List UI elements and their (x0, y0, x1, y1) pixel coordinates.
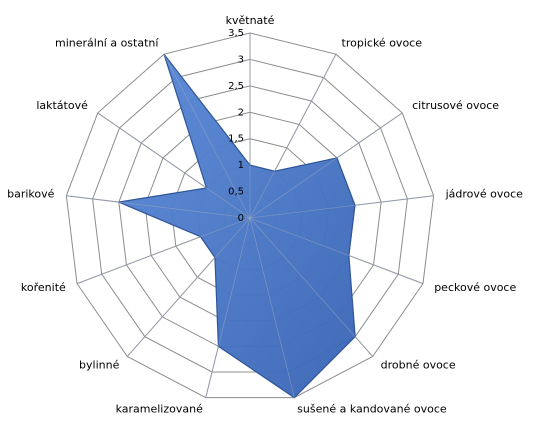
category-label: tropické ovoce (342, 37, 423, 50)
category-label: bylinné (79, 358, 120, 371)
spoke-overlay (163, 54, 251, 219)
category-label: sušené a kandované ovoce (297, 402, 447, 415)
category-label: citrusové ovoce (412, 99, 499, 112)
spoke-overlay (66, 195, 251, 219)
r-tick-label: 2,5 (228, 81, 244, 92)
spoke-overlay (249, 195, 434, 219)
spoke-overlay (97, 112, 251, 219)
spoke-overlay (205, 217, 251, 398)
category-label: peckové ovoce (434, 281, 516, 294)
radar-area (116, 53, 356, 399)
category-label: laktátové (36, 99, 88, 112)
r-tick-label: 3 (238, 54, 244, 65)
r-tick-label: 2 (238, 107, 244, 118)
r-tick-label: 1 (238, 160, 244, 171)
spoke-overlay (249, 217, 295, 398)
category-label: drobné ovoce (381, 358, 456, 371)
category-label: kořenité (21, 281, 66, 294)
grid-ring (92, 58, 408, 373)
category-label: barikové (7, 187, 55, 200)
r-tick-label: 1,5 (228, 134, 244, 145)
grid-ring (65, 32, 435, 399)
r-tick-label: 0 (238, 213, 244, 224)
r-tick-label: 0,5 (228, 187, 244, 198)
category-label: květnaté (226, 14, 275, 27)
category-label: jádrové ovoce (445, 187, 524, 200)
spoke-overlay (127, 217, 251, 357)
r-tick-label: 3,5 (228, 28, 244, 39)
spoke-overlay (76, 217, 251, 284)
spoke-overlay (249, 217, 373, 357)
spoke-overlay (249, 54, 337, 219)
category-label: minerální a ostatní (55, 37, 159, 50)
spoke-overlay (249, 217, 424, 284)
spoke-overlay (249, 112, 403, 219)
category-label: karamelizované (116, 402, 204, 415)
